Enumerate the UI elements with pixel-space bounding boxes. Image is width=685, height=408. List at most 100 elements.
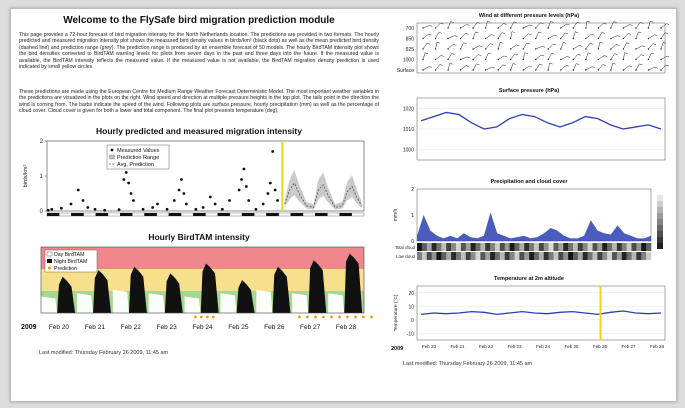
day-night-strip-cell: [278, 212, 291, 217]
measured-point: [201, 206, 205, 209]
cloud-cell: [607, 243, 613, 251]
wind-barb-base: [560, 58, 562, 61]
temperature-chart-title: Temperature at 2m altitude: [494, 276, 564, 282]
cloud-cell: [495, 243, 501, 251]
cloud-cell: [495, 252, 501, 260]
wind-barb-flag: [524, 52, 528, 54]
day-night-strip-cell: [266, 212, 279, 217]
wind-barb-flag: [613, 21, 617, 23]
cloud-cell: [436, 243, 442, 251]
wind-barb-flag: [513, 21, 517, 24]
left-column: Welcome to the FlySafe bird migration pr…: [19, 13, 379, 397]
cloud-cell: [534, 243, 540, 251]
cloud-row-label: Low cloud: [396, 254, 416, 259]
measured-point: [69, 202, 73, 206]
wind-barb-base: [535, 37, 537, 40]
night-birdtam-area: [93, 270, 111, 313]
day-night-strip-cell: [302, 212, 316, 217]
wind-barb-flag: [454, 35, 458, 37]
x-tick-label: Feb 27: [621, 344, 636, 349]
cloud-cell: [582, 252, 588, 260]
wind-barb-base: [484, 58, 487, 61]
measured-point: [237, 188, 241, 192]
wind-barb-shaft: [472, 54, 479, 60]
wind-barb-shaft: [635, 54, 642, 60]
wind-barb-shaft: [460, 65, 467, 71]
wind-level-label: 925: [406, 47, 415, 53]
wind-barb-base: [622, 69, 625, 71]
wind-barb-shaft: [548, 63, 550, 71]
wind-barb-shaft: [660, 55, 668, 60]
wind-barb-base: [434, 48, 437, 50]
wind-barb-shaft: [623, 33, 629, 39]
day-night-strip-cell: [327, 212, 340, 217]
cloud-cell: [543, 243, 549, 251]
wind-barb-shaft: [585, 21, 588, 29]
wind-barb-flag: [465, 33, 469, 35]
prediction-marker: [211, 315, 215, 319]
wind-barb-base: [635, 58, 637, 61]
wind-barb-flag: [440, 22, 444, 25]
wind-barb-shaft: [660, 32, 666, 39]
wind-barb-base: [535, 48, 537, 50]
wind-barb-base: [660, 48, 662, 50]
wind-barb-shaft: [648, 43, 654, 50]
pressure-line: [420, 111, 662, 130]
cloud-scale-cell: [657, 189, 663, 195]
measured-point: [240, 178, 243, 181]
x-tick-label: Feb 25: [564, 344, 579, 349]
wind-barb-base: [422, 37, 424, 40]
wind-barb-base: [459, 69, 462, 71]
wind-barb-flag: [640, 54, 645, 56]
prediction-range-band: [284, 170, 362, 210]
cloud-scale-cell: [657, 201, 663, 207]
y-tick-label: 0: [411, 318, 414, 324]
wind-barb-flag: [542, 46, 546, 48]
wind-barb-flag: [528, 33, 532, 36]
wind-barb-base: [535, 58, 537, 61]
wind-barb-base: [422, 27, 424, 29]
wind-barb-flag: [479, 45, 483, 47]
day-night-strip-cell: [180, 212, 194, 217]
prediction-marker: [362, 315, 365, 319]
wind-barb-shaft: [660, 23, 667, 29]
measured-point: [156, 202, 159, 206]
legend-day-label: Day BirdTAM: [54, 252, 84, 258]
night-birdtam-area: [164, 273, 183, 313]
day-night-strip-cell: [95, 212, 109, 217]
wind-barb-shaft: [573, 63, 577, 71]
wind-barb-flag: [616, 44, 620, 46]
prediction-marker: [306, 315, 309, 319]
wind-barb-shaft: [560, 42, 564, 50]
cloud-cell: [636, 243, 642, 251]
wind-barb-flag: [589, 43, 593, 45]
cloud-cell: [475, 252, 481, 260]
wind-barb-shaft: [535, 32, 539, 39]
wind-barb-flag: [617, 35, 621, 37]
legend-box: [106, 144, 170, 170]
wind-barb-flag: [429, 25, 433, 27]
wind-barb-flag: [639, 63, 643, 66]
wind-barb-flag: [650, 20, 654, 23]
wind-barb-flag: [425, 52, 429, 55]
day-night-strip-cell: [107, 212, 121, 217]
wind-barb-flag: [603, 22, 607, 25]
wind-barb-base: [622, 58, 625, 61]
cloud-cell: [480, 252, 486, 260]
wind-barb-shaft: [460, 42, 464, 50]
measured-point: [276, 199, 279, 202]
cloud-cell: [485, 252, 491, 260]
cloud-cell: [626, 243, 632, 251]
cloud-cell: [558, 243, 564, 251]
measured-point: [213, 202, 217, 206]
night-birdtam-area: [308, 260, 327, 313]
wind-barb-shaft: [447, 63, 451, 71]
prediction-marker: [370, 315, 373, 319]
x-axis-year: 2009: [391, 346, 403, 352]
wind-barb-base: [522, 48, 524, 50]
wind-barb-base: [472, 48, 474, 50]
wind-barb-flag: [652, 43, 657, 45]
wind-barb-shaft: [522, 52, 526, 60]
wind-level-label: 700: [406, 26, 415, 32]
y-tick-label: 1010: [403, 127, 414, 133]
